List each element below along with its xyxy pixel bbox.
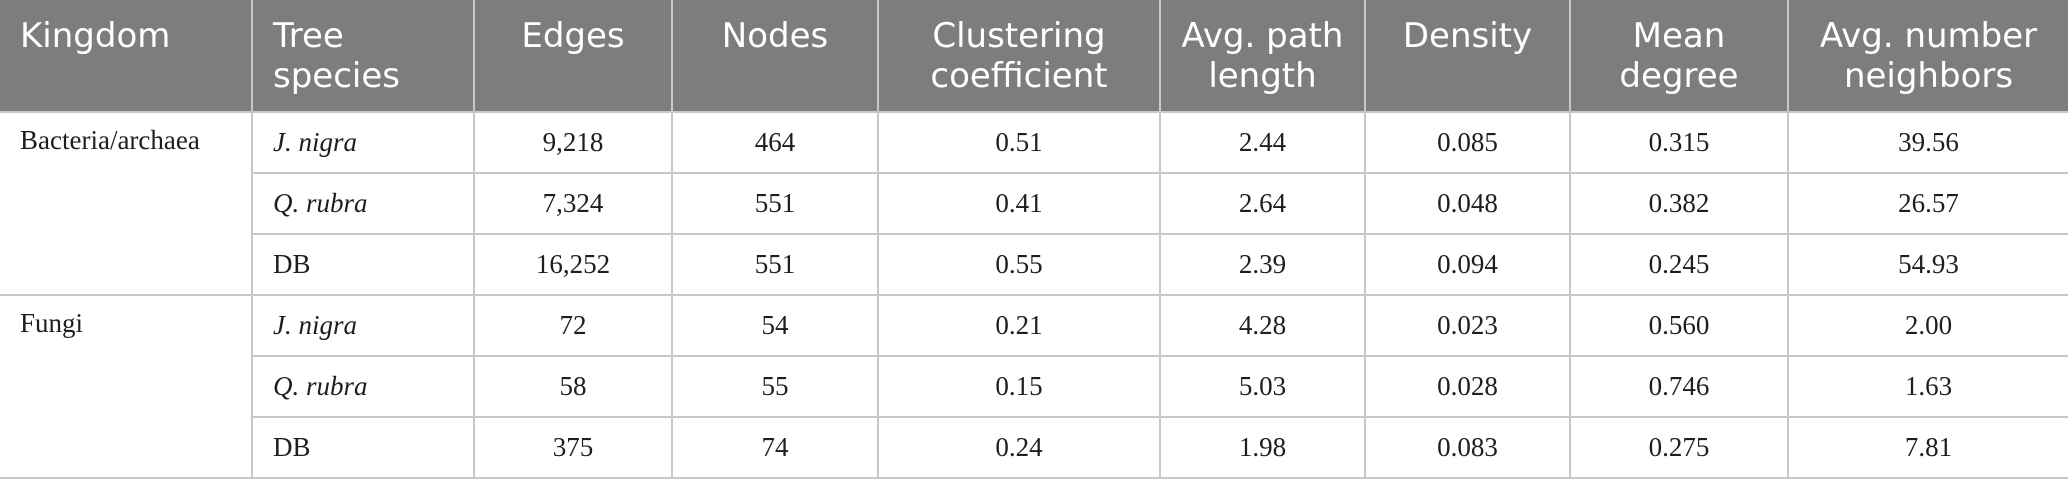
- header-edges: Edges: [473, 0, 672, 113]
- edges-cell: 58: [473, 356, 672, 418]
- species-cell: J. nigra: [251, 295, 474, 357]
- edges-cell: 72: [473, 295, 672, 357]
- neighbors-cell: 7.81: [1787, 417, 2068, 479]
- neighbors-cell: 2.00: [1787, 295, 2068, 357]
- mean-degree-cell: 0.275: [1569, 417, 1788, 479]
- nodes-cell: 55: [671, 356, 878, 418]
- header-row: Kingdom Tree species Edges Nodes Cluster…: [0, 0, 2068, 113]
- header-nodes: Nodes: [671, 0, 878, 113]
- edges-cell: 7,324: [473, 173, 672, 235]
- neighbors-cell: 1.63: [1787, 356, 2068, 418]
- header-avg-path-length: Avg. path length: [1159, 0, 1365, 113]
- table-row: Fungi J. nigra 72 54 0.21 4.28 0.023 0.5…: [0, 295, 2068, 479]
- density-cell: 0.023: [1364, 295, 1570, 357]
- clustering-cell: 0.55: [877, 234, 1160, 296]
- species-cell: Q. rubra: [251, 356, 474, 418]
- neighbors-cell: 54.93: [1787, 234, 2068, 296]
- density-cell: 0.048: [1364, 173, 1570, 235]
- density-cell: 0.028: [1364, 356, 1570, 418]
- header-avg-number-neighbors: Avg. number neighbors: [1787, 0, 2068, 113]
- mean-degree-cell: 0.560: [1569, 295, 1788, 357]
- nodes-cell: 54: [671, 295, 878, 357]
- path-length-cell: 4.28: [1159, 295, 1365, 357]
- clustering-cell: 0.21: [877, 295, 1160, 357]
- neighbors-cell: 26.57: [1787, 173, 2068, 235]
- mean-degree-cell: 0.315: [1569, 112, 1788, 174]
- clustering-cell: 0.41: [877, 173, 1160, 235]
- clustering-cell: 0.51: [877, 112, 1160, 174]
- header-tree-species: Tree species: [251, 0, 474, 113]
- nodes-cell: 74: [671, 417, 878, 479]
- header-density: Density: [1364, 0, 1570, 113]
- species-cell: J. nigra: [251, 112, 474, 174]
- kingdom-cell: Fungi: [0, 295, 252, 479]
- nodes-cell: 464: [671, 112, 878, 174]
- path-length-cell: 2.44: [1159, 112, 1365, 174]
- header-mean-degree: Mean degree: [1569, 0, 1788, 113]
- neighbors-cell: 39.56: [1787, 112, 2068, 174]
- header-kingdom: Kingdom: [0, 0, 252, 113]
- nodes-cell: 551: [671, 234, 878, 296]
- clustering-cell: 0.24: [877, 417, 1160, 479]
- edges-cell: 375: [473, 417, 672, 479]
- table-row: Q. rubra 7,324 551 0.41 2.64 0.048 0.382…: [0, 173, 2068, 235]
- mean-degree-cell: 0.245: [1569, 234, 1788, 296]
- path-length-cell: 5.03: [1159, 356, 1365, 418]
- kingdom-cell: Bacteria/archaea: [0, 112, 252, 296]
- density-cell: 0.085: [1364, 112, 1570, 174]
- species-cell: DB: [251, 417, 474, 479]
- table-row: Q. rubra 58 55 0.15 5.03 0.028 0.746 1.6…: [0, 356, 2068, 418]
- edges-cell: 9,218: [473, 112, 672, 174]
- density-cell: 0.083: [1364, 417, 1570, 479]
- table-header: Kingdom Tree species Edges Nodes Cluster…: [0, 0, 2068, 113]
- edges-cell: 16,252: [473, 234, 672, 296]
- mean-degree-cell: 0.746: [1569, 356, 1788, 418]
- mean-degree-cell: 0.382: [1569, 173, 1788, 235]
- path-length-cell: 1.98: [1159, 417, 1365, 479]
- header-clustering-coefficient: Clustering coefficient: [877, 0, 1160, 113]
- table-body: Bacteria/archaea J. nigra 9,218 464 0.51…: [0, 112, 2068, 479]
- density-cell: 0.094: [1364, 234, 1570, 296]
- table-row: Bacteria/archaea J. nigra 9,218 464 0.51…: [0, 112, 2068, 296]
- path-length-cell: 2.64: [1159, 173, 1365, 235]
- table-row: DB 16,252 551 0.55 2.39 0.094 0.245 54.9…: [0, 234, 2068, 296]
- species-cell: DB: [251, 234, 474, 296]
- table-row: DB 375 74 0.24 1.98 0.083 0.275 7.81: [0, 417, 2068, 479]
- clustering-cell: 0.15: [877, 356, 1160, 418]
- nodes-cell: 551: [671, 173, 878, 235]
- path-length-cell: 2.39: [1159, 234, 1365, 296]
- species-cell: Q. rubra: [251, 173, 474, 235]
- network-statistics-table: Kingdom Tree species Edges Nodes Cluster…: [0, 0, 2068, 479]
